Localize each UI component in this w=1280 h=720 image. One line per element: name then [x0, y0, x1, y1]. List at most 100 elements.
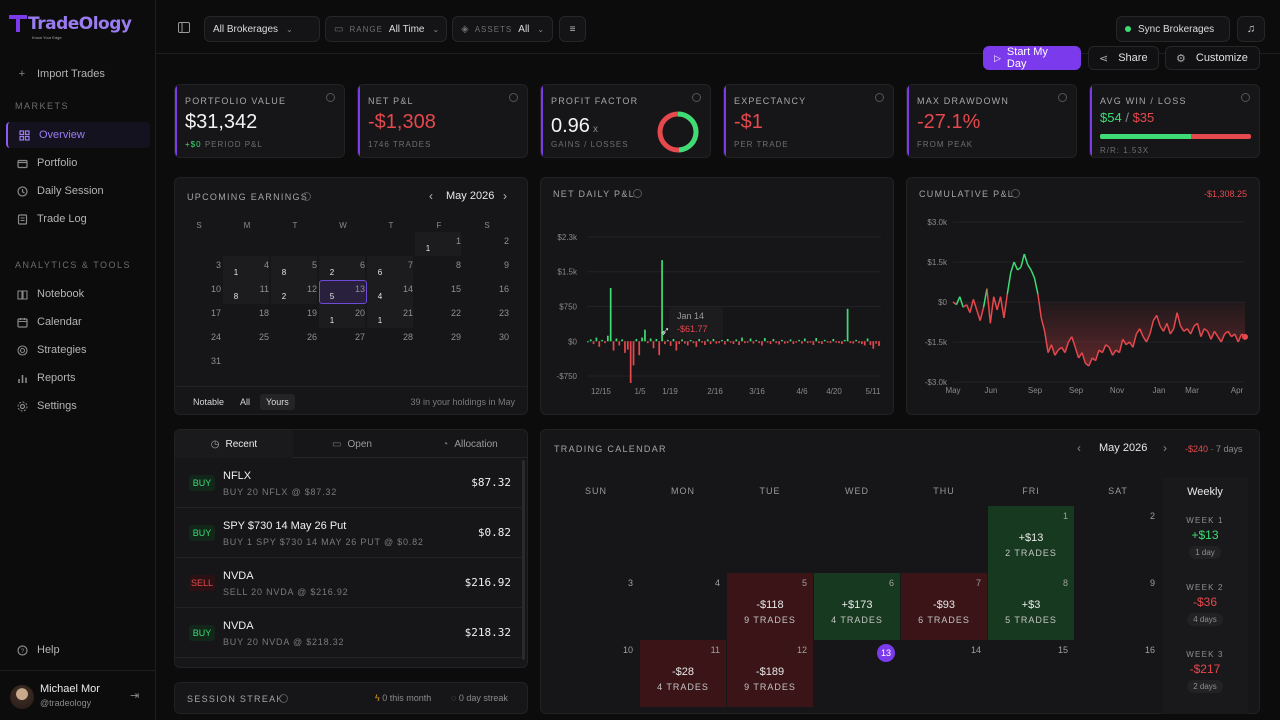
earnings-day-number[interactable]: 18	[258, 308, 269, 318]
daily-pnl-bar[interactable]	[652, 341, 655, 349]
info-icon[interactable]	[302, 192, 311, 201]
calendar-day-cell[interactable]: 2	[1075, 506, 1161, 573]
calendar-day-cell[interactable]: 12 -$189 9 TRADES	[727, 640, 813, 707]
info-icon[interactable]	[326, 93, 335, 102]
daily-pnl-bar[interactable]	[769, 341, 772, 345]
logout-icon[interactable]: ⇥	[130, 690, 140, 702]
earnings-day-number[interactable]: 24	[210, 332, 221, 342]
daily-pnl-bar[interactable]	[689, 339, 692, 342]
daily-pnl-bar[interactable]	[792, 341, 795, 345]
customize-button[interactable]: ⚙ Customize	[1165, 46, 1260, 70]
daily-pnl-bar[interactable]	[612, 341, 615, 351]
daily-pnl-bar[interactable]	[846, 308, 849, 342]
daily-pnl-bar[interactable]	[772, 338, 775, 342]
daily-pnl-bar[interactable]	[832, 338, 835, 342]
user-profile[interactable]: Michael Mor @tradeology ⇥	[0, 670, 156, 720]
calendar-day-cell[interactable]: 9	[1075, 573, 1161, 640]
calendar-day-cell[interactable]: 13	[814, 640, 900, 707]
kpi-portfolio-value[interactable]: PORTFOLIO VALUE $31,342 +$0 PERIOD P&L	[174, 84, 345, 158]
daily-pnl-bar[interactable]	[761, 341, 763, 346]
sync-brokerages-button[interactable]: Sync Brokerages	[1116, 16, 1230, 42]
daily-pnl-bar[interactable]	[863, 341, 866, 346]
earnings-day-number[interactable]: 15	[450, 284, 461, 294]
daily-pnl-bar[interactable]	[635, 338, 638, 342]
daily-pnl-bar[interactable]	[678, 341, 681, 345]
brand-logo[interactable]: TradeOlogy Know Your Edge	[8, 12, 132, 42]
assets-select[interactable]: ◈ ASSETS All ⌄	[452, 16, 553, 42]
daily-pnl-bar[interactable]	[601, 339, 603, 342]
daily-pnl-bar[interactable]	[858, 341, 860, 344]
daily-pnl-bar[interactable]	[618, 341, 621, 346]
calendar-day-cell[interactable]: 1 +$13 2 TRADES	[988, 506, 1074, 573]
daily-pnl-bar[interactable]	[866, 338, 869, 342]
daily-pnl-bar[interactable]	[629, 341, 632, 383]
sidebar-item-settings[interactable]: Settings	[6, 393, 150, 419]
info-icon[interactable]	[633, 189, 642, 198]
daily-pnl-bar[interactable]	[715, 341, 718, 344]
daily-pnl-bar[interactable]	[738, 341, 740, 345]
daily-pnl-bar[interactable]	[664, 341, 666, 345]
daily-pnl-bar[interactable]	[649, 338, 652, 342]
earnings-day-number[interactable]: 7	[407, 260, 413, 270]
chevron-right-icon[interactable]: ›	[1163, 441, 1167, 455]
chevron-left-icon[interactable]: ‹	[1077, 441, 1081, 455]
earnings-count-badge[interactable]: 2	[329, 267, 335, 277]
daily-pnl-bar[interactable]	[658, 341, 661, 356]
info-icon[interactable]	[279, 694, 288, 703]
daily-pnl-bar[interactable]	[706, 339, 709, 342]
daily-pnl-bar[interactable]	[766, 341, 769, 343]
earnings-count-badge[interactable]: 1	[425, 243, 431, 253]
daily-pnl-bar[interactable]	[852, 341, 855, 344]
daily-pnl-bar[interactable]	[801, 341, 803, 344]
sidebar-item-daily-session[interactable]: Daily Session	[6, 178, 150, 204]
kpi-max-drawdown[interactable]: MAX DRAWDOWN -27.1% FROM PEAK	[906, 84, 1077, 158]
earnings-day-number[interactable]: 22	[450, 308, 461, 318]
daily-pnl-bar[interactable]	[626, 341, 629, 350]
daily-pnl-bar[interactable]	[763, 338, 766, 342]
daily-pnl-bar[interactable]	[609, 287, 612, 342]
daily-pnl-bar[interactable]	[615, 338, 618, 342]
filter-yours[interactable]: Yours	[260, 394, 295, 410]
daily-pnl-bar[interactable]	[806, 341, 809, 344]
import-trades-button[interactable]: + Import Trades	[6, 61, 150, 87]
daily-pnl-bar[interactable]	[795, 341, 798, 343]
sidebar-item-notebook[interactable]: Notebook	[6, 281, 150, 307]
daily-pnl-bar[interactable]	[604, 341, 606, 344]
daily-pnl-bar[interactable]	[718, 341, 721, 344]
daily-pnl-bar[interactable]	[749, 338, 752, 342]
daily-pnl-bar[interactable]	[681, 339, 683, 342]
earnings-day-number[interactable]: 23	[498, 308, 509, 318]
sidebar-item-overview[interactable]: Overview	[6, 122, 150, 148]
filter-notable[interactable]: Notable	[193, 397, 225, 407]
daily-pnl-bar[interactable]	[624, 341, 626, 353]
earnings-day-number[interactable]: 21	[402, 308, 413, 318]
daily-pnl-bar[interactable]	[638, 341, 641, 356]
info-icon[interactable]	[509, 93, 518, 102]
sidebar-item-strategies[interactable]: Strategies	[6, 337, 150, 363]
daily-pnl-bar[interactable]	[758, 341, 760, 344]
daily-pnl-bar[interactable]	[646, 341, 649, 344]
earnings-count-badge[interactable]: 6	[377, 267, 383, 277]
daily-pnl-bar[interactable]	[798, 339, 800, 342]
sidebar-item-portfolio[interactable]: Portfolio	[6, 150, 150, 176]
daily-pnl-bar[interactable]	[661, 260, 663, 342]
earnings-day-number[interactable]: 26	[306, 332, 317, 342]
info-icon[interactable]	[1011, 189, 1020, 198]
daily-pnl-bar[interactable]	[632, 341, 635, 366]
help-button[interactable]: ? Help	[6, 637, 150, 663]
daily-pnl-bar[interactable]	[809, 341, 812, 343]
daily-pnl-bar[interactable]	[587, 341, 589, 343]
daily-pnl-bar[interactable]	[621, 339, 623, 342]
daily-pnl-bar[interactable]	[803, 338, 806, 342]
earnings-day-number[interactable]: 2	[503, 236, 509, 246]
earnings-day-number[interactable]: 10	[210, 284, 221, 294]
trade-row[interactable]: SELL NVDA SELL 20 NVDA @ $216.92 $216.92	[175, 558, 523, 608]
daily-pnl-bar[interactable]	[781, 339, 783, 342]
daily-pnl-bar[interactable]	[789, 339, 792, 342]
info-icon[interactable]	[692, 93, 701, 102]
cumulative-end-point[interactable]	[1242, 333, 1248, 340]
daily-pnl-bar[interactable]	[724, 341, 726, 345]
daily-pnl-bar[interactable]	[709, 341, 712, 345]
daily-pnl-bar[interactable]	[672, 337, 675, 342]
earnings-day-number[interactable]: 13	[354, 284, 365, 294]
